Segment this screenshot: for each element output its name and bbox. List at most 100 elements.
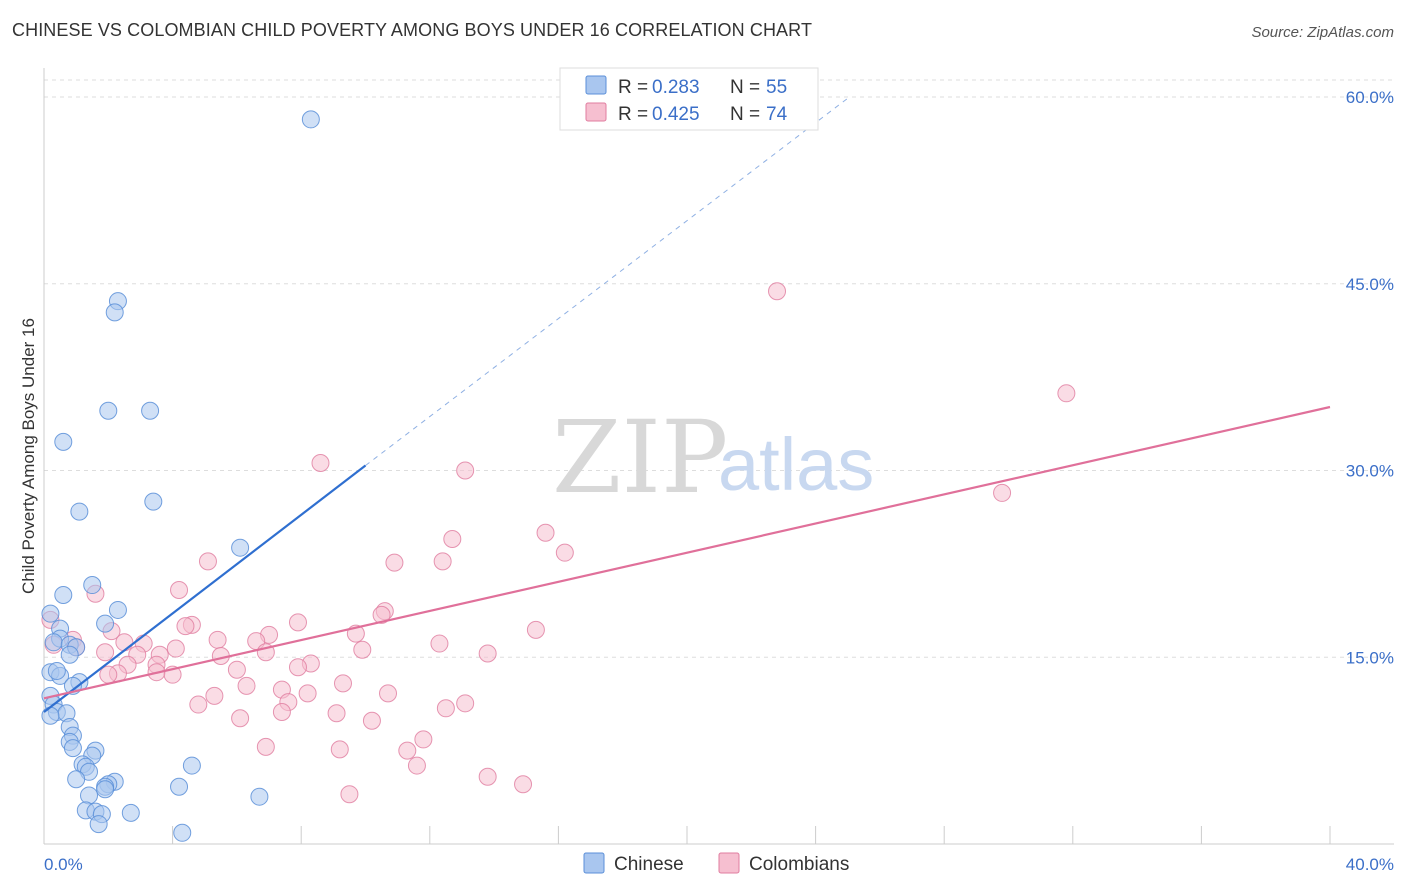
colombian-point [362, 711, 381, 730]
colombian-point [96, 643, 115, 662]
bottom-legend-colombian-label: Colombians [749, 854, 849, 875]
chinese-point [108, 600, 127, 619]
bottom-legend-chinese-label: Chinese [614, 854, 684, 875]
colombian-point [385, 553, 404, 572]
y-tick-label: 45.0% [1346, 275, 1394, 294]
colombian-point [272, 703, 291, 722]
colombian-point [398, 741, 417, 760]
chinese-point [121, 803, 140, 822]
y-tick-labels: 15.0% 30.0% 45.0% 60.0% [1346, 88, 1394, 667]
colombian-point [256, 737, 275, 756]
chinese-point [47, 661, 66, 680]
colombian-point [407, 756, 426, 775]
chinese-point [170, 777, 189, 796]
y-axis-title: Child Poverty Among Boys Under 16 [19, 318, 38, 594]
chinese-point [99, 401, 118, 420]
legend-colombian-swatch [585, 102, 607, 122]
colombian-point [340, 785, 359, 804]
colombian-point [189, 695, 208, 714]
colombian-point [478, 767, 497, 786]
colombian-point [115, 633, 134, 652]
colombian-point [768, 282, 787, 301]
chinese-point [141, 401, 160, 420]
colombian-point [436, 699, 455, 718]
colombian-point [327, 704, 346, 723]
legend-chinese-swatch [585, 75, 607, 95]
chinese-point [173, 823, 192, 842]
chinese-point [144, 492, 163, 511]
chinese-trend-line [43, 464, 367, 713]
colombian-point [353, 640, 372, 659]
chinese-point [301, 110, 320, 129]
y-tick-label: 15.0% [1346, 648, 1394, 667]
legend-chinese-r-label: R = [618, 77, 648, 98]
chinese-point [96, 614, 115, 633]
watermark-atlas: atlas [718, 423, 874, 506]
colombian-point [99, 665, 118, 684]
chinese-point [67, 770, 86, 789]
chinese-point [250, 787, 269, 806]
colombian-points [41, 282, 1076, 804]
chinese-point [44, 633, 63, 652]
bottom-legend: Chinese Colombians [583, 852, 849, 875]
chinese-point [105, 303, 124, 322]
chinese-point [96, 780, 115, 799]
legend-chinese-n-label: N = [730, 77, 760, 98]
colombian-trend-line [43, 405, 1331, 700]
legend-colombian-n-value: 74 [766, 104, 788, 125]
colombian-point [288, 658, 307, 677]
colombian-point [526, 620, 545, 639]
watermark-zip: ZIP [552, 399, 728, 516]
colombian-point [372, 605, 391, 624]
chinese-point [54, 586, 73, 604]
source-label: Source: ZipAtlas.com [1251, 24, 1394, 41]
watermark: ZIP atlas [552, 399, 874, 516]
colombian-point [456, 461, 475, 480]
colombian-point [478, 644, 497, 663]
colombian-point [198, 552, 217, 571]
colombian-point [170, 581, 189, 600]
colombian-point [514, 775, 533, 794]
colombian-point [536, 523, 555, 542]
colombian-point [231, 709, 250, 728]
colombian-point [456, 694, 475, 713]
colombian-point [166, 639, 185, 658]
x-tick-label: 40.0% [1346, 855, 1394, 874]
x-tick-labels: 0.0% 40.0% [44, 855, 1394, 874]
chinese-point [63, 739, 82, 758]
chinese-point [80, 786, 99, 805]
chinese-point [89, 815, 108, 834]
chinese-trend-extension [365, 97, 849, 466]
legend-chinese-n-value: 55 [766, 77, 787, 98]
colombian-point [555, 543, 574, 562]
chinese-points [41, 110, 320, 842]
legend-colombian-r-label: R = [618, 104, 648, 125]
colombian-point [288, 613, 307, 632]
colombian-point [237, 676, 256, 695]
chart-title: CHINESE VS COLOMBIAN CHILD POVERTY AMONG… [12, 20, 813, 40]
y-tick-label: 60.0% [1346, 88, 1394, 107]
colombian-point [330, 740, 349, 759]
chinese-point [54, 432, 73, 451]
colombian-point [311, 454, 330, 473]
colombian-point [433, 552, 452, 571]
chinese-point [70, 502, 89, 521]
trend-lines [43, 97, 1331, 713]
colombian-point [205, 686, 224, 705]
legend: R = 0.283 N = 55 R = 0.425 N = 74 [559, 67, 819, 131]
colombian-point [430, 634, 449, 653]
y-tick-label: 30.0% [1346, 462, 1394, 481]
colombian-point [333, 674, 352, 693]
colombian-point [414, 730, 433, 749]
colombian-point [379, 684, 398, 703]
chinese-point [41, 604, 60, 623]
colombian-point [298, 684, 317, 703]
colombian-point [1057, 384, 1076, 403]
chinese-point [182, 756, 201, 775]
chinese-point [231, 538, 250, 557]
x-tick-label: 0.0% [44, 855, 83, 874]
legend-chinese-r-value: 0.283 [652, 77, 700, 98]
axes [43, 68, 1394, 845]
colombian-point [993, 483, 1012, 502]
colombian-point [443, 529, 462, 548]
